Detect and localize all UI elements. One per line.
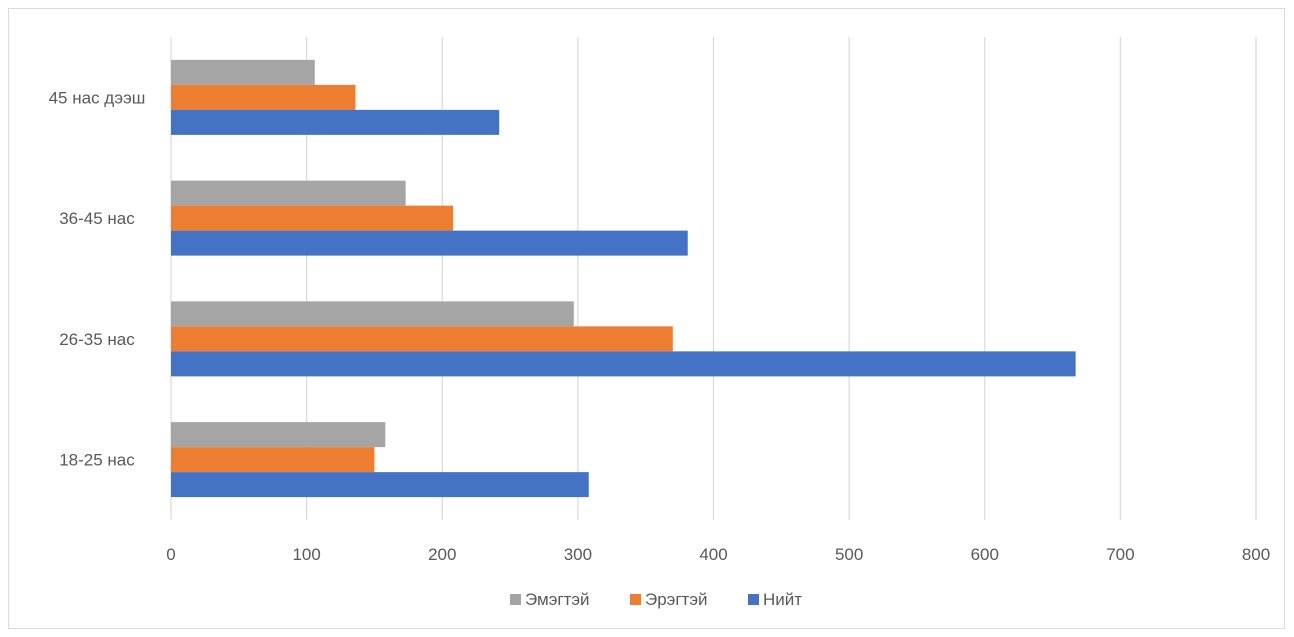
bar-Эмэгтэй-18-25 нас: [171, 422, 386, 448]
bar-Эрэгтэй-45 нас дээш: [171, 84, 356, 110]
category-label: 26-35 нас: [59, 330, 135, 349]
bar-Эрэгтэй-36-45 нас: [171, 205, 454, 231]
x-tick-label: 600: [971, 545, 999, 564]
legend-label: Нийт: [763, 590, 802, 609]
x-tick-label: 100: [292, 545, 320, 564]
x-axis-ticks: 0 100 200 300 400 500 600 700 800: [166, 545, 1270, 564]
x-tick-label: 500: [835, 545, 863, 564]
x-tick-label: 200: [428, 545, 456, 564]
bar-Эрэгтэй-26-35 нас: [171, 326, 673, 352]
legend-swatch: [748, 594, 759, 605]
bar-Нийт-18-25 нас: [171, 472, 589, 498]
bar-Эмэгтэй-45 нас дээш: [171, 59, 315, 85]
bar-Эрэгтэй-18-25 нас: [171, 447, 375, 473]
bar-Нийт-36-45 нас: [171, 230, 688, 256]
x-tick-label: 700: [1106, 545, 1134, 564]
category-label: 45 нас дээш: [49, 88, 146, 107]
bars: [171, 59, 1076, 498]
x-tick-label: 0: [166, 545, 175, 564]
bar-Нийт-26-35 нас: [171, 351, 1076, 377]
legend-label: Эмэгтэй: [525, 590, 590, 609]
category-labels: 18-25 нас 26-35 нас 36-45 нас 45 нас дээш: [49, 88, 146, 469]
bar-Эмэгтэй-26-35 нас: [171, 301, 574, 327]
legend-swatch: [510, 594, 521, 605]
x-tick-label: 400: [699, 545, 727, 564]
legend-label: Эрэгтэй: [645, 590, 708, 609]
category-label: 36-45 нас: [59, 209, 135, 228]
bar-Нийт-45 нас дээш: [171, 109, 500, 135]
x-tick-label: 300: [564, 545, 592, 564]
legend-swatch: [630, 594, 641, 605]
legend: Эмэгтэй Эрэгтэй Нийт: [510, 590, 802, 609]
x-tick-label: 800: [1242, 545, 1270, 564]
category-label: 18-25 нас: [59, 451, 135, 470]
bar-Эмэгтэй-36-45 нас: [171, 180, 406, 206]
